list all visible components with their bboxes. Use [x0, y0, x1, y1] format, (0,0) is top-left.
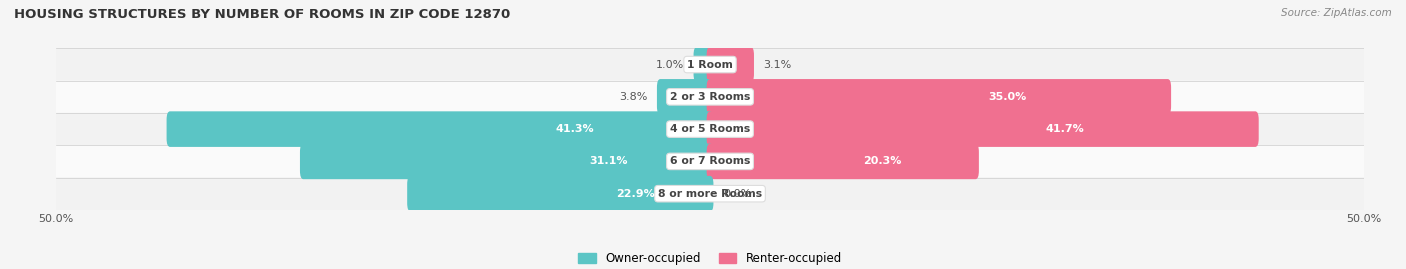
Text: 20.3%: 20.3% — [863, 156, 901, 167]
FancyBboxPatch shape — [44, 81, 1376, 113]
Text: HOUSING STRUCTURES BY NUMBER OF ROOMS IN ZIP CODE 12870: HOUSING STRUCTURES BY NUMBER OF ROOMS IN… — [14, 8, 510, 21]
FancyBboxPatch shape — [408, 176, 713, 211]
Text: 6 or 7 Rooms: 6 or 7 Rooms — [669, 156, 751, 167]
FancyBboxPatch shape — [166, 111, 713, 147]
Text: 3.8%: 3.8% — [619, 92, 647, 102]
FancyBboxPatch shape — [44, 48, 1376, 81]
Text: 4 or 5 Rooms: 4 or 5 Rooms — [669, 124, 751, 134]
Text: 1.0%: 1.0% — [655, 59, 683, 70]
FancyBboxPatch shape — [693, 47, 713, 82]
FancyBboxPatch shape — [707, 111, 1258, 147]
Text: 3.1%: 3.1% — [763, 59, 792, 70]
Text: 35.0%: 35.0% — [988, 92, 1026, 102]
Text: Source: ZipAtlas.com: Source: ZipAtlas.com — [1281, 8, 1392, 18]
FancyBboxPatch shape — [299, 144, 713, 179]
FancyBboxPatch shape — [44, 113, 1376, 145]
Text: 31.1%: 31.1% — [589, 156, 627, 167]
FancyBboxPatch shape — [707, 79, 1171, 115]
FancyBboxPatch shape — [657, 79, 713, 115]
FancyBboxPatch shape — [707, 144, 979, 179]
Text: 41.7%: 41.7% — [1045, 124, 1084, 134]
Text: 2 or 3 Rooms: 2 or 3 Rooms — [669, 92, 751, 102]
FancyBboxPatch shape — [44, 145, 1376, 178]
Text: 22.9%: 22.9% — [616, 189, 655, 199]
Text: 0.0%: 0.0% — [723, 189, 751, 199]
Text: 8 or more Rooms: 8 or more Rooms — [658, 189, 762, 199]
Legend: Owner-occupied, Renter-occupied: Owner-occupied, Renter-occupied — [578, 252, 842, 265]
FancyBboxPatch shape — [44, 178, 1376, 210]
Text: 41.3%: 41.3% — [555, 124, 595, 134]
Text: 1 Room: 1 Room — [688, 59, 733, 70]
FancyBboxPatch shape — [707, 47, 754, 82]
